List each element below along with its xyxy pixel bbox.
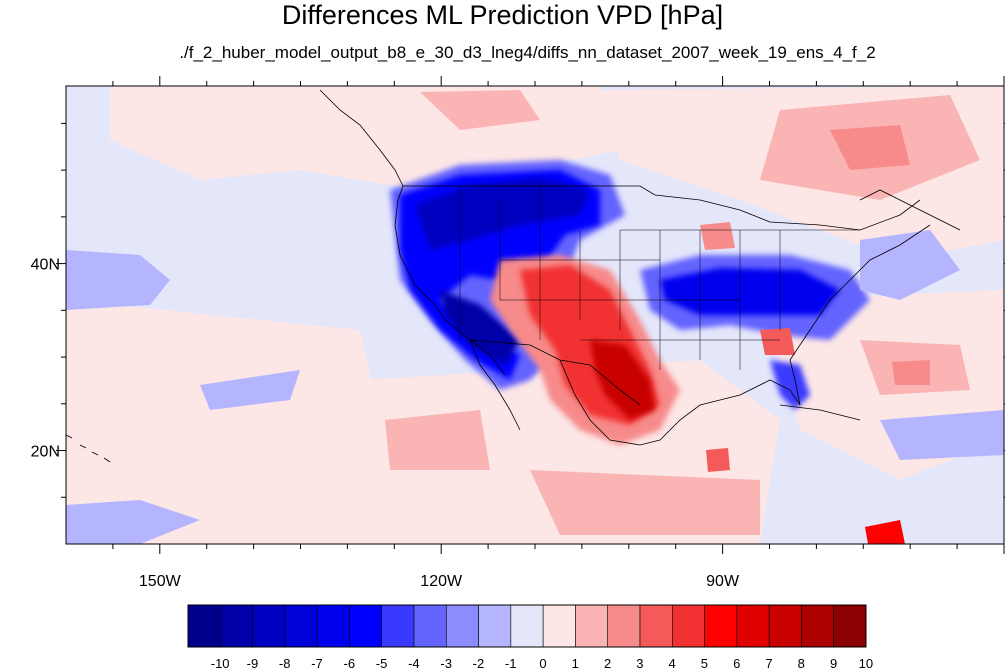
map-title: Differences ML Prediction VPD [hPa] — [281, 0, 724, 30]
colorbar-frame — [187, 604, 867, 648]
colorbar-label: 7 — [765, 656, 772, 671]
colorbar-box — [833, 604, 867, 648]
difference-field — [66, 86, 1004, 544]
map-subtitle: ./f_2_huber_model_output_b8_e_30_d3_lneg… — [179, 43, 876, 62]
colorbar-box — [510, 604, 544, 648]
colorbar-label: -4 — [408, 656, 420, 671]
canada-red-core — [830, 125, 910, 170]
gulf-red-spot — [706, 448, 730, 472]
baja-coast — [469, 339, 521, 431]
colorbar-box — [381, 604, 415, 648]
great-lakes-red-spot — [700, 222, 735, 250]
colorbar-box — [252, 604, 286, 648]
midwest-negative-core — [660, 268, 840, 315]
texas-positive-core — [590, 340, 655, 420]
canada-coast — [319, 89, 404, 187]
colorbar-label: 3 — [636, 656, 643, 671]
pacific-northwest-core — [415, 178, 590, 250]
colorbar-label: -6 — [344, 656, 356, 671]
colorbar-box — [316, 604, 350, 648]
colorbar-box — [607, 604, 641, 648]
map-panel — [56, 76, 1005, 554]
colorbar-box — [671, 604, 705, 648]
caribbean-blue-patch — [880, 410, 1004, 460]
colorbar-box — [639, 604, 673, 648]
central-america-red-patch — [530, 470, 760, 535]
colorbar-box — [187, 604, 221, 648]
colorbar-label: 4 — [669, 656, 676, 671]
us-mexico-border — [469, 339, 641, 406]
colorbar-label: -8 — [279, 656, 291, 671]
us-east-coast — [789, 224, 931, 406]
colorbar-label: 9 — [830, 656, 837, 671]
colorbar-label: -9 — [247, 656, 259, 671]
pacific-offshore-red-patch — [385, 410, 490, 470]
colorbar-label: -5 — [376, 656, 388, 671]
cuba-coast — [779, 404, 861, 421]
colorbar-box — [284, 604, 318, 648]
northeast-light-blue-region — [860, 230, 960, 300]
lat-tick-label-40n: 40N — [31, 257, 60, 274]
mexico-gulf-coast — [559, 359, 801, 446]
colorbar: -10 -9 -8 -7 -6 -5 -4 -3 -2 -1 0 1 2 3 4 5 6 7 8 9 10 — [187, 604, 873, 671]
colorbar-label: -2 — [473, 656, 485, 671]
colorbar-box — [542, 604, 576, 648]
caribbean-red-spot — [865, 520, 905, 544]
colorbar-label: -10 — [211, 656, 230, 671]
eastern-pacific-blue-patch — [66, 500, 200, 544]
mid-pacific-light-blue-patch — [200, 370, 300, 410]
colorbar-label: 0 — [539, 656, 546, 671]
colorbar-box — [349, 604, 383, 648]
colorbar-box — [736, 604, 770, 648]
colorbar-label: -3 — [440, 656, 452, 671]
southeast-red-spot — [760, 328, 795, 355]
north-pacific-red-patch — [420, 90, 540, 130]
colorbar-box — [768, 604, 802, 648]
state-lines — [459, 186, 860, 370]
colorbar-label: 10 — [859, 656, 873, 671]
colorbar-label: -7 — [311, 656, 323, 671]
colorbar-box — [445, 604, 479, 648]
colorbar-label: 2 — [604, 656, 611, 671]
hudson-bay-coast — [859, 189, 961, 231]
south-pacific-light-blue-patch — [66, 250, 170, 310]
us-west-coast — [394, 185, 506, 376]
pacific-light-red-region — [66, 300, 380, 544]
lon-tick-label-90w: 90W — [706, 573, 740, 590]
us-canada-border — [403, 185, 921, 231]
hawaii-islands — [66, 434, 111, 463]
colorbar-box — [801, 604, 835, 648]
axis-labels: 150W 120W 90W 40N 20N — [31, 257, 740, 590]
colorbar-box — [575, 604, 609, 648]
colorbar-box — [478, 604, 512, 648]
lat-tick-label-20n: 20N — [31, 444, 60, 461]
colorbar-label: 1 — [572, 656, 579, 671]
mid-atlantic-red-spot — [892, 360, 930, 385]
colorbar-label: 8 — [798, 656, 805, 671]
lon-tick-label-120w: 120W — [420, 573, 463, 590]
colorbar-box — [219, 604, 253, 648]
colorbar-label: 5 — [701, 656, 708, 671]
florida-negative-region — [770, 360, 810, 410]
colorbar-label: 6 — [733, 656, 740, 671]
colorbar-box — [704, 604, 738, 648]
colorbar-label: -1 — [505, 656, 517, 671]
lon-tick-label-150w: 150W — [139, 573, 182, 590]
coastlines — [66, 89, 961, 463]
colorbar-box — [413, 604, 447, 648]
